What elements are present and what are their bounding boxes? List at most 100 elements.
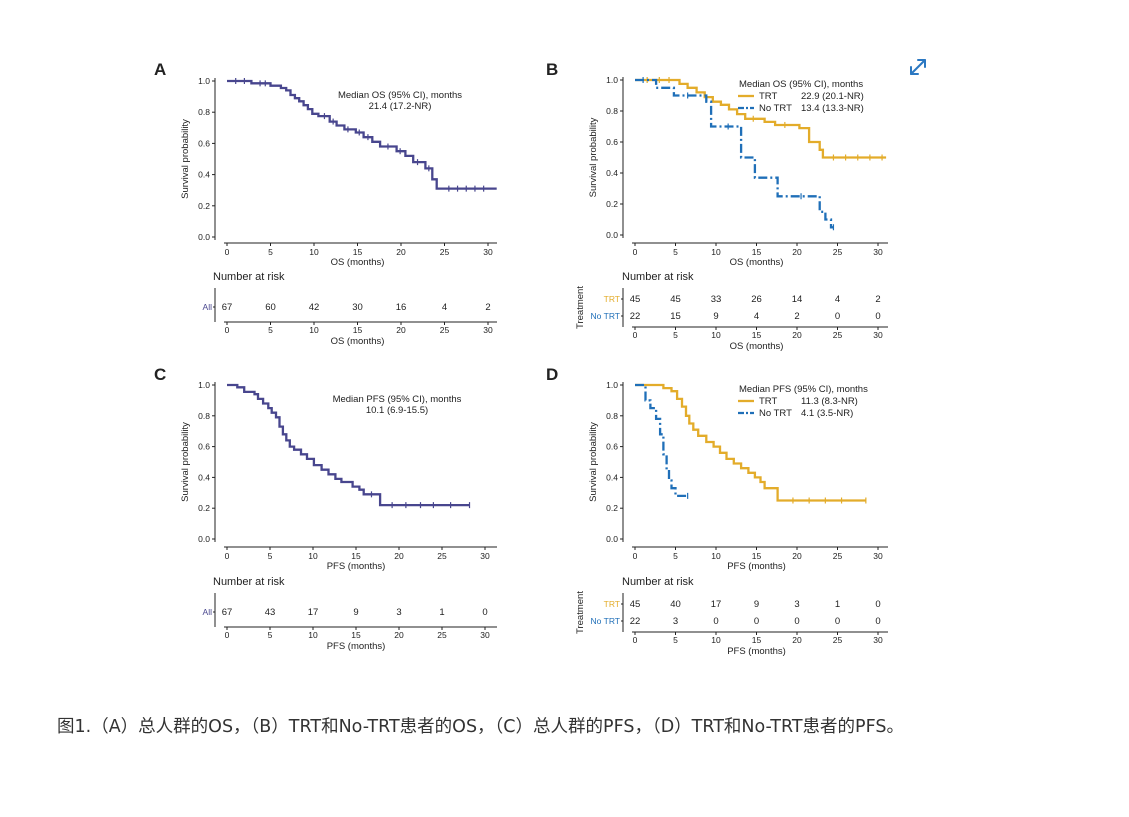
risk-x-axis-label: PFS (months) xyxy=(727,646,786,657)
legend-label: No TRT xyxy=(759,103,792,114)
panel-letter: C xyxy=(154,365,166,384)
x-axis-label: PFS (months) xyxy=(727,561,786,572)
risk-value: 45 xyxy=(630,599,641,610)
y-tick-label: 0.4 xyxy=(198,472,210,482)
risk-x-tick-label: 30 xyxy=(480,630,490,640)
risk-value: 3 xyxy=(673,616,678,627)
x-tick-label: 20 xyxy=(396,247,406,257)
km-curve-trt xyxy=(635,383,866,502)
legend-title: Median PFS (95% CI), months xyxy=(739,384,868,395)
risk-value: 0 xyxy=(713,616,718,627)
x-tick-label: 10 xyxy=(711,551,721,561)
risk-table-title: Number at risk xyxy=(622,576,694,588)
risk-value: 0 xyxy=(875,616,880,627)
risk-x-axis-label: OS (months) xyxy=(730,341,784,352)
y-tick-label: 0.4 xyxy=(198,170,210,180)
risk-value: 4 xyxy=(442,302,447,313)
risk-x-tick-label: 5 xyxy=(268,630,273,640)
risk-value: 26 xyxy=(751,294,762,305)
x-tick-label: 5 xyxy=(268,551,273,561)
legend-text: 10.1 (6.9-15.5) xyxy=(366,405,428,416)
risk-value: 4 xyxy=(754,311,759,322)
x-tick-label: 30 xyxy=(480,551,490,561)
x-axis-label: OS (months) xyxy=(331,257,385,268)
risk-x-tick-label: 10 xyxy=(711,330,721,340)
x-tick-label: 20 xyxy=(792,247,802,257)
legend-value: 22.9 (20.1-NR) xyxy=(801,91,864,102)
risk-value: 2 xyxy=(794,311,799,322)
y-tick-label: 0.2 xyxy=(606,503,618,513)
x-tick-label: 15 xyxy=(351,551,361,561)
risk-x-tick-label: 20 xyxy=(792,330,802,340)
risk-table-title: Number at risk xyxy=(213,271,285,283)
risk-y-axis-label: Treatment xyxy=(575,286,586,329)
legend-label: TRT xyxy=(759,396,777,407)
x-tick-label: 30 xyxy=(873,551,883,561)
panel-letter: B xyxy=(546,60,558,79)
risk-x-tick-label: 30 xyxy=(873,330,883,340)
x-tick-label: 30 xyxy=(483,247,493,257)
risk-value: 0 xyxy=(875,311,880,322)
risk-value: 9 xyxy=(754,599,759,610)
y-tick-label: 1.0 xyxy=(606,380,618,390)
risk-value: 2 xyxy=(485,302,490,313)
risk-x-tick-label: 30 xyxy=(483,325,493,335)
risk-value: 9 xyxy=(353,607,358,618)
risk-x-tick-label: 5 xyxy=(673,330,678,340)
y-tick-label: 0.8 xyxy=(198,107,210,117)
risk-value: 0 xyxy=(835,311,840,322)
expand-arrows-icon[interactable] xyxy=(905,54,931,80)
risk-row-label: TRT xyxy=(604,294,620,304)
legend-value: 11.3 (8.3-NR) xyxy=(801,396,858,407)
risk-value: 0 xyxy=(794,616,799,627)
km-curve-no-trt xyxy=(635,383,688,498)
risk-value: 45 xyxy=(630,294,641,305)
risk-x-tick-label: 25 xyxy=(440,325,450,335)
y-tick-label: 0.8 xyxy=(606,106,618,116)
risk-x-tick-label: 5 xyxy=(673,635,678,645)
y-axis-label: Survival probability xyxy=(180,119,191,199)
y-tick-label: 0.2 xyxy=(198,503,210,513)
y-tick-label: 0.8 xyxy=(198,411,210,421)
x-tick-label: 0 xyxy=(633,551,638,561)
risk-x-tick-label: 25 xyxy=(833,330,843,340)
x-tick-label: 0 xyxy=(633,247,638,257)
x-tick-label: 15 xyxy=(752,551,762,561)
risk-x-tick-label: 10 xyxy=(308,630,318,640)
y-tick-label: 0.6 xyxy=(606,442,618,452)
risk-x-tick-label: 5 xyxy=(268,325,273,335)
y-tick-label: 0.0 xyxy=(606,534,618,544)
risk-value: 45 xyxy=(670,294,681,305)
x-tick-label: 15 xyxy=(752,247,762,257)
x-tick-label: 25 xyxy=(833,247,843,257)
km-curve-all xyxy=(227,383,470,507)
risk-x-tick-label: 20 xyxy=(396,325,406,335)
risk-value: 67 xyxy=(222,607,233,618)
x-tick-label: 15 xyxy=(353,247,363,257)
risk-value: 42 xyxy=(309,302,320,313)
x-tick-label: 25 xyxy=(440,247,450,257)
x-tick-label: 20 xyxy=(394,551,404,561)
risk-value: 17 xyxy=(308,607,319,618)
risk-value: 9 xyxy=(713,311,718,322)
risk-value: 4 xyxy=(835,294,840,305)
km-curve-trt xyxy=(635,78,887,159)
risk-x-tick-label: 0 xyxy=(225,325,230,335)
risk-row-label: TRT xyxy=(604,599,620,609)
x-tick-label: 0 xyxy=(225,247,230,257)
y-tick-label: 0.4 xyxy=(606,472,618,482)
x-axis-label: OS (months) xyxy=(730,257,784,268)
x-tick-label: 5 xyxy=(268,247,273,257)
x-tick-label: 0 xyxy=(225,551,230,561)
risk-value: 15 xyxy=(670,311,681,322)
risk-value: 3 xyxy=(396,607,401,618)
risk-x-tick-label: 20 xyxy=(792,635,802,645)
risk-table-title: Number at risk xyxy=(622,271,694,283)
risk-row-label: No TRT xyxy=(591,311,620,321)
legend-value: 13.4 (13.3-NR) xyxy=(801,103,864,114)
risk-y-axis-label: Treatment xyxy=(575,591,586,634)
y-tick-label: 0.6 xyxy=(198,442,210,452)
y-tick-label: 0.0 xyxy=(606,230,618,240)
